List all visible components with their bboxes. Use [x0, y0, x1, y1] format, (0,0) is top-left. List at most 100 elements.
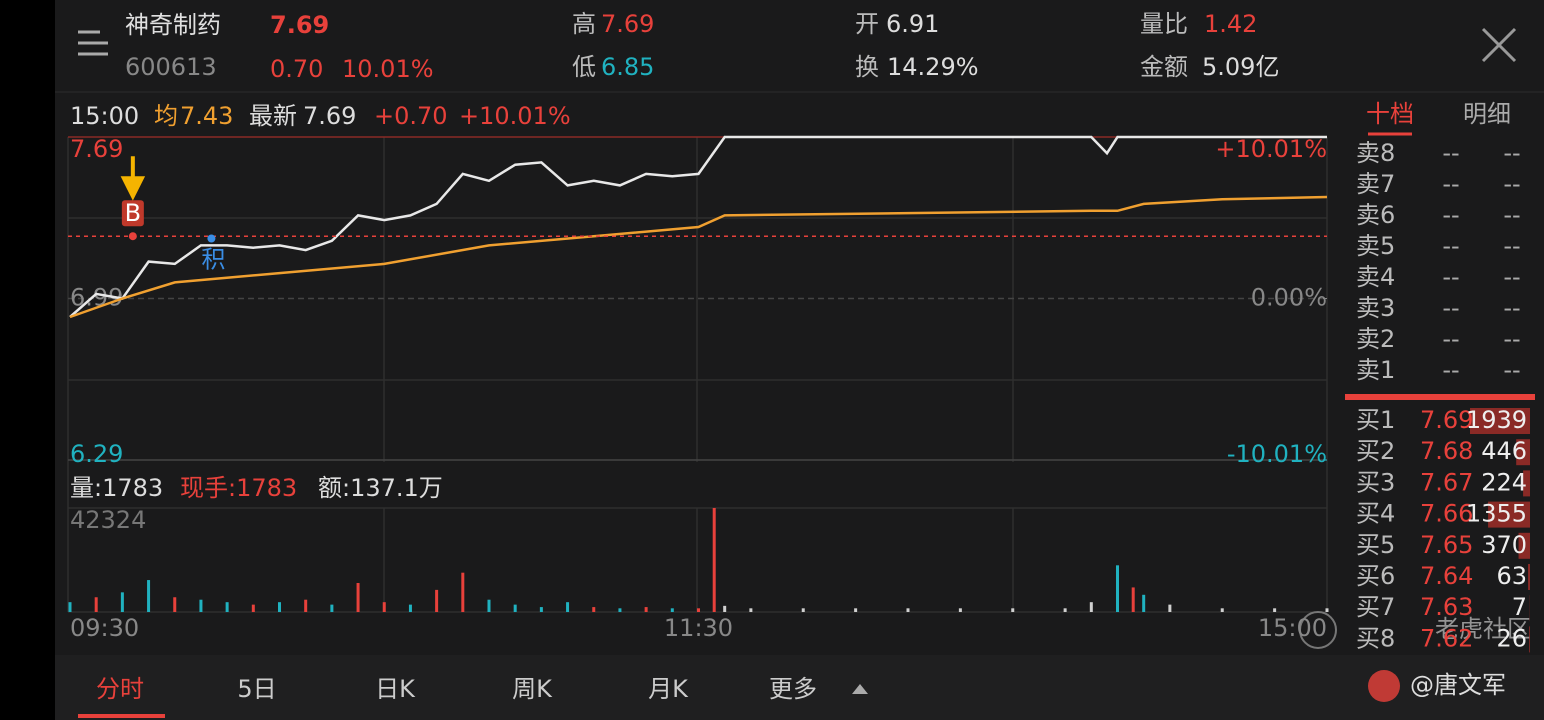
- book-divider: [1345, 394, 1535, 400]
- sell-volume: --: [1503, 356, 1520, 384]
- period-tab[interactable]: 日K: [375, 675, 416, 703]
- volume-bar: [618, 608, 622, 612]
- sell-label: 卖3: [1356, 294, 1395, 322]
- close-button[interactable]: [1481, 27, 1517, 63]
- book-tab[interactable]: 十档: [1366, 100, 1414, 128]
- watermark-logo: [1299, 611, 1337, 649]
- x-tick-label: 09:30: [70, 614, 139, 642]
- book-tab[interactable]: 明细: [1463, 100, 1511, 128]
- volume-bar: [854, 608, 858, 612]
- volume-bar: [801, 608, 805, 612]
- sell-label: 卖1: [1356, 356, 1395, 384]
- y2-tick-label: -10.01%: [1227, 440, 1327, 468]
- ratio-label: 量比: [1140, 10, 1188, 38]
- y-tick-label: 42324: [70, 506, 146, 534]
- x-tick-label: 11:30: [664, 614, 733, 642]
- volume-bar: [304, 599, 308, 612]
- volume-bar: [1063, 608, 1067, 612]
- buy-price: 7.68: [1420, 437, 1473, 465]
- volume-bar: [1011, 608, 1015, 612]
- buy-label: 买8: [1356, 624, 1395, 652]
- volume-bar: [435, 589, 439, 612]
- y2-tick-label: +10.01%: [1215, 135, 1327, 163]
- depth-bar: [1488, 501, 1530, 528]
- volume-bar: [749, 608, 753, 612]
- latest-label: 最新: [249, 102, 297, 130]
- volume-bar: [173, 597, 177, 612]
- buy-volume: 7: [1512, 593, 1527, 621]
- depth-bar: [1470, 408, 1530, 434]
- sell-price: --: [1442, 263, 1459, 291]
- depth-bar: [1529, 626, 1530, 653]
- more-arrow[interactable]: [852, 684, 868, 694]
- volume-bar: [199, 599, 203, 612]
- volume-bar: [670, 608, 674, 612]
- buy-label: 买4: [1356, 500, 1395, 528]
- latest: 7.69: [303, 102, 356, 130]
- period-tab[interactable]: 更多: [769, 675, 817, 703]
- price-line: [69, 195, 1328, 319]
- period-tab[interactable]: 分时: [96, 675, 144, 703]
- volume-bar: [513, 604, 517, 612]
- volume-bar: [723, 605, 727, 612]
- volume-bar: [1325, 608, 1329, 612]
- volume-bar: [68, 602, 72, 612]
- volume-bar: [566, 602, 570, 612]
- change-pct: 10.01%: [342, 55, 434, 83]
- volume-bar: [906, 608, 910, 612]
- sell-volume: --: [1503, 201, 1520, 229]
- open-label: 开: [855, 10, 879, 38]
- sell-label: 卖7: [1356, 170, 1395, 198]
- buy-label: 买5: [1356, 531, 1395, 559]
- buy-price: 7.62: [1420, 624, 1473, 652]
- record-button[interactable]: [1368, 670, 1400, 702]
- volume-bar: [1089, 602, 1093, 612]
- buy-label: 买3: [1356, 468, 1395, 496]
- volume-bar: [1116, 565, 1119, 612]
- menu-icon[interactable]: [78, 30, 108, 56]
- amount-info: 额:137.1万: [318, 474, 443, 502]
- x-tick-label: 15:00: [1258, 614, 1327, 642]
- sell-volume: --: [1503, 232, 1520, 260]
- buy-volume: 1939: [1466, 406, 1527, 434]
- trade-arrow: [120, 156, 146, 201]
- sell-price: --: [1442, 201, 1459, 229]
- watermark: 老虎社区: [1435, 615, 1531, 643]
- sell-volume: --: [1503, 325, 1520, 353]
- sell-volume: --: [1503, 263, 1520, 291]
- depth-bar: [1516, 439, 1530, 466]
- period-tab[interactable]: 月K: [648, 675, 689, 703]
- sell-price: --: [1442, 325, 1459, 353]
- volume-bar: [120, 592, 124, 612]
- buy-label: 买6: [1356, 562, 1395, 590]
- open: 6.91: [886, 10, 939, 38]
- period-tab[interactable]: 周K: [512, 675, 553, 703]
- depth-bar: [1528, 564, 1530, 590]
- sell-volume: --: [1503, 170, 1520, 198]
- buy-volume: 446: [1481, 437, 1527, 465]
- volume-bar: [592, 607, 596, 612]
- period-tab[interactable]: 5日: [237, 675, 276, 703]
- sell-label: 卖4: [1356, 263, 1395, 291]
- volume-bar: [356, 583, 360, 612]
- volume-bar: [382, 602, 386, 612]
- y-tick-label: 7.69: [70, 135, 123, 163]
- time: 15:00: [70, 102, 139, 130]
- buy-label: 买7: [1356, 593, 1395, 621]
- trade-label: B: [125, 199, 141, 227]
- volume-info: 量:1783: [70, 474, 163, 502]
- volume-bar: [251, 604, 255, 612]
- volume-bar: [958, 608, 962, 612]
- buy-label: 买1: [1356, 406, 1395, 434]
- ratio: 1.42: [1204, 10, 1257, 38]
- price-line: [69, 135, 1327, 318]
- volume-bar: [1168, 604, 1172, 612]
- volume-bar: [408, 604, 412, 612]
- y2-tick-label: 0.00%: [1251, 284, 1327, 312]
- volume-bar: [644, 607, 648, 612]
- buy-volume: 370: [1481, 531, 1527, 559]
- sell-label: 卖2: [1356, 325, 1395, 353]
- buy-volume: 63: [1496, 562, 1527, 590]
- buy-price: 7.69: [1420, 406, 1473, 434]
